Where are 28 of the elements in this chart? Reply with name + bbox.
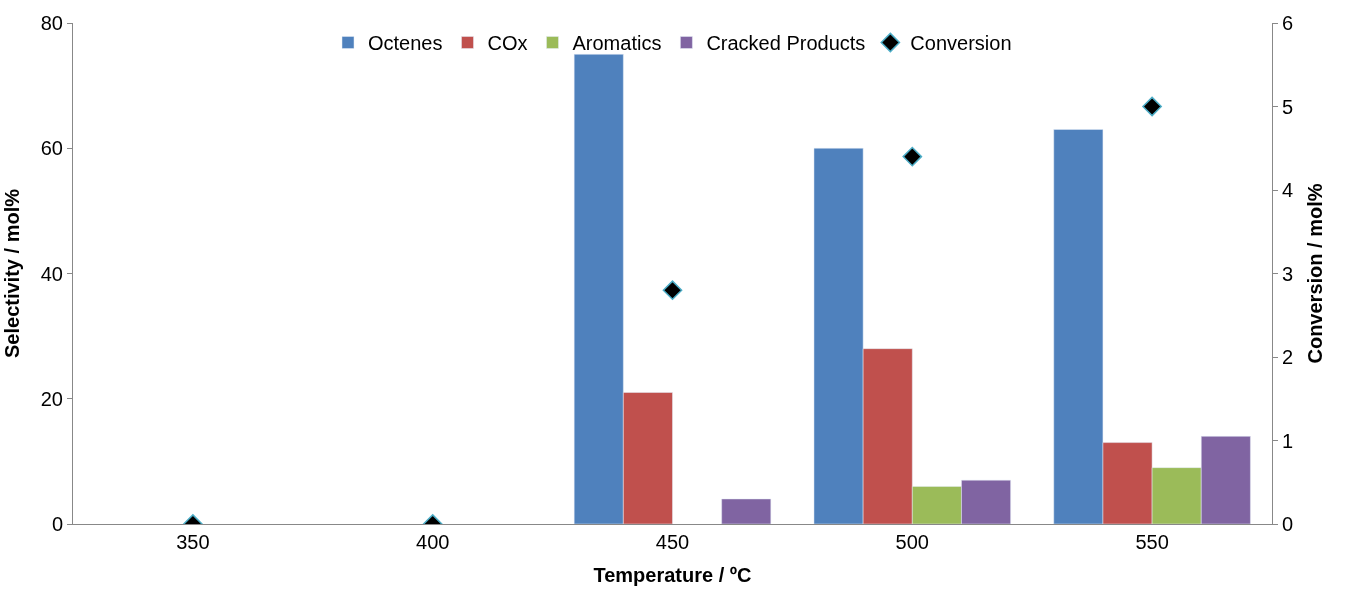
y-axis-title: Selectivity / mol% [1, 188, 24, 358]
point [902, 146, 923, 167]
legend-label: Aromatics [572, 32, 662, 55]
y2-tick-label: 2 [1282, 346, 1294, 368]
legend-label: Conversion [910, 32, 1012, 55]
y-tick-label: 40 [40, 262, 63, 285]
legend-label: Octenes [368, 32, 443, 55]
x-tick-label: 500 [895, 531, 929, 553]
y2-axis-title: Conversion / mol% [1303, 183, 1326, 364]
y2-tick-label: 6 [1282, 12, 1294, 34]
x-tick-label: 450 [655, 531, 690, 553]
y-tick-label: 20 [40, 387, 63, 410]
y2-tick-label: 3 [1282, 262, 1294, 285]
y-tick-label: 60 [40, 137, 63, 160]
y2-tick-label: 0 [1282, 513, 1294, 535]
x-axis-title: Temperature / ºC [593, 563, 752, 586]
y2-tick-label: 5 [1282, 95, 1294, 118]
y2-tick-label: 1 [1282, 429, 1294, 452]
legend-label: Cracked Products [706, 32, 866, 55]
bar [721, 498, 772, 524]
point [1142, 96, 1162, 117]
y-tick-label: 0 [51, 513, 63, 535]
x-tick-label: 350 [176, 531, 210, 553]
y-tick-label: 80 [40, 12, 63, 34]
y2-tick-label: 4 [1282, 179, 1294, 201]
x-tick-label: 550 [1135, 531, 1169, 553]
x-tick-label: 400 [416, 531, 450, 553]
legend-label: COx [487, 32, 528, 55]
